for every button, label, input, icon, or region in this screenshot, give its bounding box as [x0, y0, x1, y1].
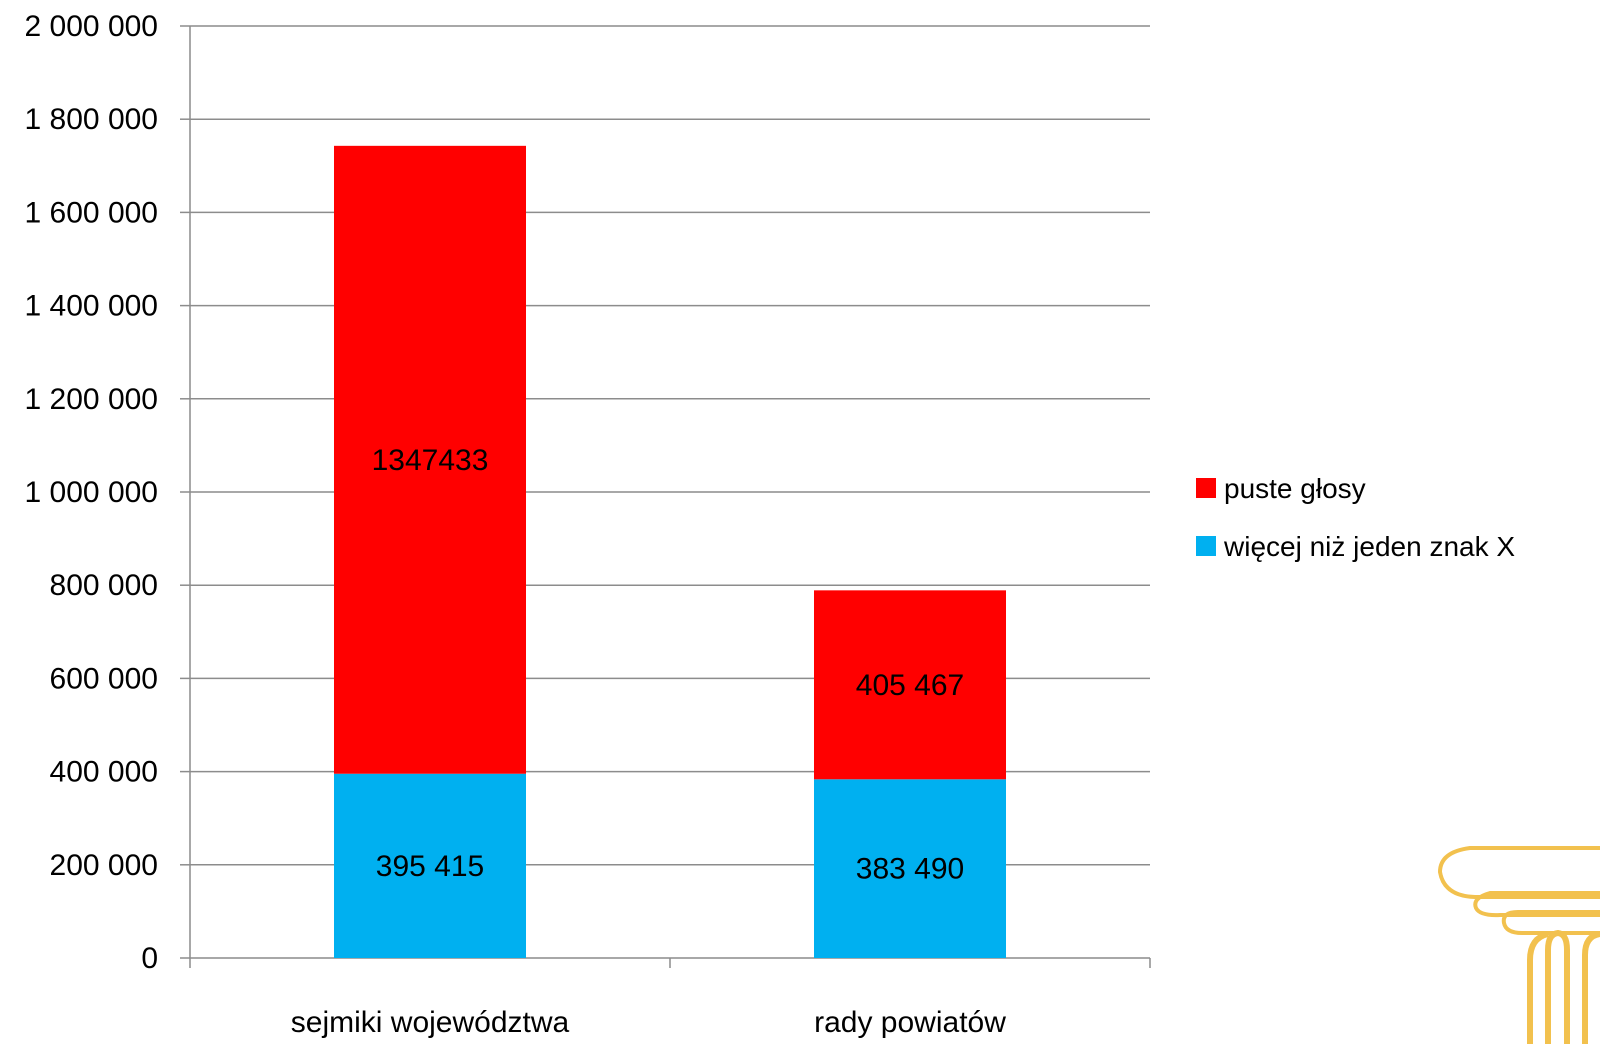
y-tick-label: 600 000 — [50, 662, 158, 695]
y-tick-label: 2 000 000 — [25, 10, 158, 43]
y-tick-label: 1 000 000 — [25, 476, 158, 509]
y-tick-label: 0 — [141, 942, 158, 975]
x-category-label: rady powiatów — [814, 1006, 1006, 1039]
legend: puste głosy więcej niż jeden znak X — [1196, 473, 1515, 562]
legend-swatch — [1196, 536, 1216, 556]
y-tick-label: 200 000 — [50, 849, 158, 882]
y-tick-label: 400 000 — [50, 756, 158, 789]
x-category-label: sejmiki województwa — [291, 1006, 570, 1039]
y-tick-label: 1 400 000 — [25, 290, 158, 323]
legend-label: więcej niż jeden znak X — [1223, 531, 1515, 562]
data-label: 395 415 — [376, 850, 484, 883]
y-tick-label: 1 200 000 — [25, 383, 158, 416]
y-tick-label: 1 600 000 — [25, 196, 158, 229]
y-tick-label: 800 000 — [50, 569, 158, 602]
legend-swatch — [1196, 478, 1216, 498]
legend-label: puste głosy — [1224, 473, 1366, 504]
bars — [334, 146, 1006, 958]
y-tick-label: 1 800 000 — [25, 103, 158, 136]
data-label: 1347433 — [372, 444, 489, 477]
column-capital-icon — [1440, 848, 1600, 1044]
data-label: 383 490 — [856, 853, 964, 886]
data-label: 405 467 — [856, 669, 964, 702]
